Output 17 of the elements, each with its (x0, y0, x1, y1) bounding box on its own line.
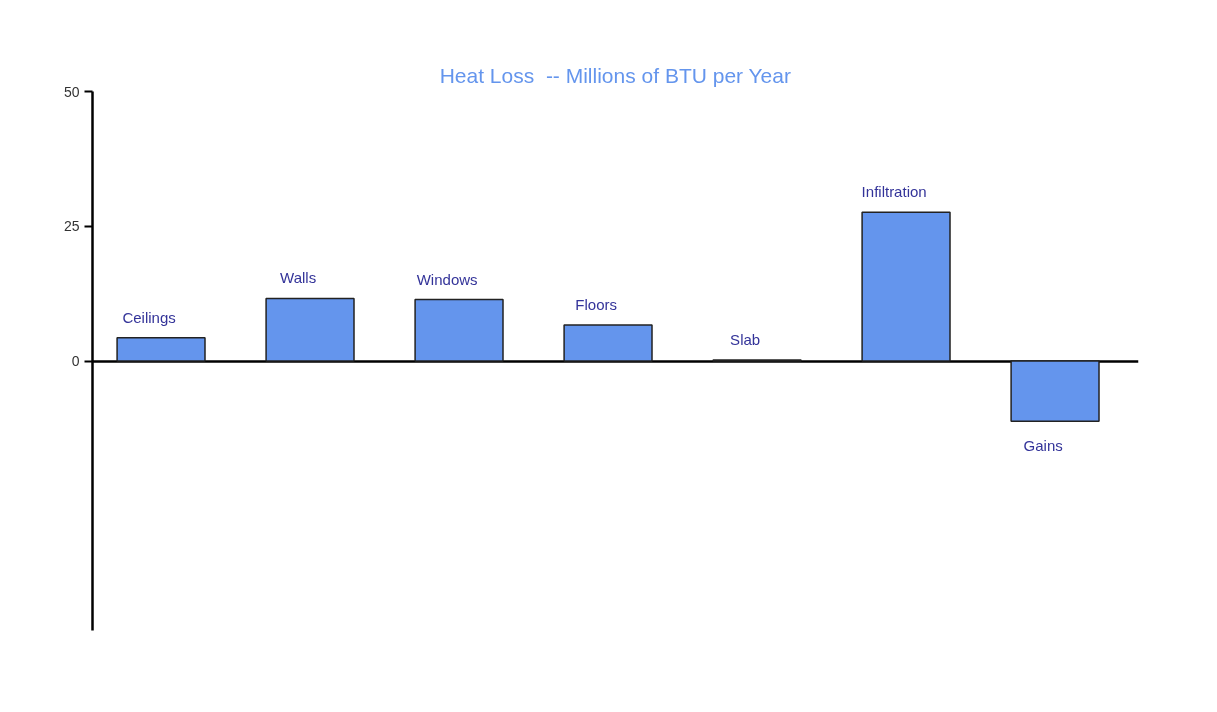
bar (414, 298, 504, 362)
x-tick-label: Windows (416, 270, 478, 288)
bar (1010, 360, 1100, 423)
bar (116, 337, 206, 362)
y-tick-label: 25 (63, 218, 80, 235)
bar (861, 211, 951, 362)
y-tick-label: 0 (71, 353, 80, 369)
chart-title: Heat Loss -- Millions of BTU per Year (439, 63, 791, 87)
x-tick-label: Walls (280, 269, 317, 287)
x-tick-label: Floors (575, 295, 617, 313)
x-tick-label: Infiltration (861, 183, 927, 201)
y-tick-label: 50 (63, 83, 80, 100)
x-tick-label: Slab (730, 330, 761, 348)
x-tick-label: Ceilings (122, 308, 176, 326)
x-tick-label: Gains (1023, 437, 1063, 455)
bar (265, 297, 355, 362)
bar (563, 324, 653, 362)
